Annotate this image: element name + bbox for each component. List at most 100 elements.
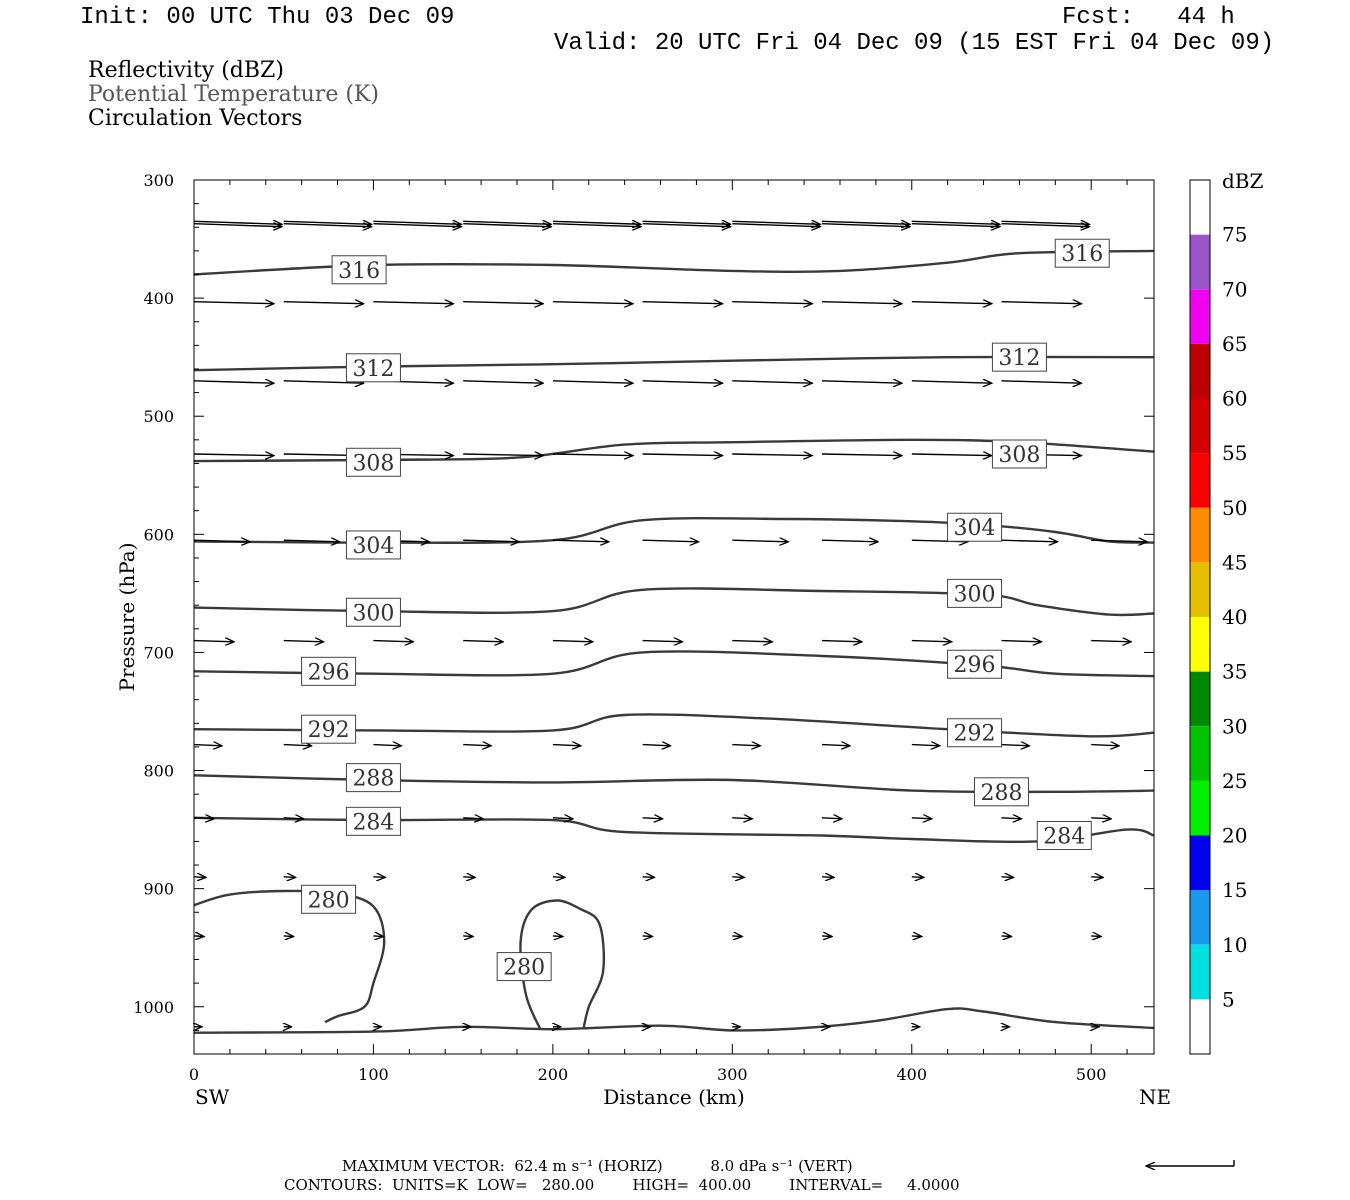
circulation-vector <box>283 745 312 746</box>
contour-label-box <box>345 763 401 793</box>
circulation-vector <box>463 745 491 746</box>
circulation-vector <box>732 454 812 456</box>
colorbar-level-label: 10 <box>1222 933 1247 957</box>
colorbar-level-label: 5 <box>1222 987 1235 1011</box>
contour-label-box <box>1054 238 1110 268</box>
colorbar-frame <box>1189 179 1211 1055</box>
y-tick-label: 900 <box>143 880 174 899</box>
circulation-vector <box>732 877 744 878</box>
circulation-vector <box>373 221 461 224</box>
circulation-vector <box>911 224 1000 227</box>
init-time: Init: 00 UTC Thu 03 Dec 09 <box>80 4 455 31</box>
circulation-vector <box>642 745 671 746</box>
circulation-vector <box>283 877 296 878</box>
contour-label: 300 <box>352 601 394 626</box>
colorbar-level-label: 15 <box>1222 878 1247 902</box>
contour-label-box <box>301 656 357 686</box>
colorbar-swatch <box>1190 780 1210 836</box>
contour-label: 312 <box>998 346 1040 371</box>
y-tick-label: 1000 <box>133 998 174 1017</box>
circulation-vector <box>642 221 731 224</box>
circulation-vector <box>552 745 581 746</box>
circulation-vector <box>283 381 364 383</box>
circulation-vector <box>373 936 383 937</box>
colorbar-swatch <box>1190 507 1210 563</box>
contour-label: 308 <box>998 443 1040 468</box>
colorbar-swatch <box>1190 562 1210 617</box>
circulation-vector <box>642 381 723 383</box>
contour-label-box <box>345 806 401 836</box>
contour-label-box <box>1036 821 1092 850</box>
circulation-vector <box>552 818 573 819</box>
colorbar-swatch <box>1190 343 1210 399</box>
field-potential-temperature: Potential Temperature (K) <box>88 82 379 107</box>
circulation-vector <box>821 818 842 819</box>
circulation-vector <box>1091 877 1103 878</box>
colorbar-swatch <box>1190 890 1210 945</box>
x-end-label-ne: NE <box>1139 1085 1171 1109</box>
circulation-vector <box>373 641 413 642</box>
circulation-vector <box>193 745 222 746</box>
contour-label-box <box>947 718 1003 748</box>
contour-line-284 <box>193 816 1155 844</box>
colorbar-level-label: 75 <box>1222 223 1247 247</box>
contour-label-box <box>345 353 401 383</box>
circulation-vector <box>642 877 655 878</box>
circulation-vector <box>283 641 324 642</box>
circulation-vector <box>642 454 723 456</box>
x-tick-label: 500 <box>1076 1065 1107 1084</box>
circulation-vector <box>732 224 820 227</box>
contour-label: 304 <box>954 516 996 541</box>
circulation-vector <box>1091 540 1147 542</box>
colorbar-swatch <box>1190 726 1210 781</box>
contour-label: 304 <box>352 534 394 559</box>
circulation-vector <box>911 221 1000 224</box>
circulation-vector <box>732 641 772 642</box>
colorbar: 5 10 15 20 25 30 35 40 45 50 55 60 65 70 75 <box>1189 179 1247 1055</box>
colorbar-level-label: 55 <box>1222 441 1247 465</box>
colorbar-level-label: 70 <box>1222 277 1247 301</box>
contour-label-box <box>991 439 1047 469</box>
circulation-vector <box>821 745 850 746</box>
circulation-vector <box>642 302 723 304</box>
contour-info-note: CONTOURS: UNITS=K LOW= 280.00 HIGH= 400.… <box>284 1176 960 1194</box>
contour-label-box <box>345 530 401 560</box>
x-tick-label: 300 <box>717 1065 748 1084</box>
contour-label: 316 <box>1061 242 1103 267</box>
circulation-vector <box>193 641 234 642</box>
colorbar-level-label: 35 <box>1222 660 1247 684</box>
circulation-vector <box>552 302 633 304</box>
y-tick-label: 800 <box>143 762 174 781</box>
forecast-hour: Fcst: 44 h <box>1062 4 1235 31</box>
circulation-vector <box>821 302 902 304</box>
contour-label: 288 <box>980 781 1022 806</box>
circulation-vector <box>193 877 206 878</box>
contour-label-box <box>991 342 1047 372</box>
contour-line-surface <box>193 1007 1155 1034</box>
contour-label-box <box>345 597 401 627</box>
contour-label: 296 <box>308 660 350 685</box>
y-tick-label: 300 <box>143 171 174 190</box>
circulation-vector <box>193 221 282 224</box>
circulation-vector <box>1001 381 1082 383</box>
circulation-vector <box>373 224 461 227</box>
circulation-vector <box>1001 540 1058 542</box>
field-circulation-vectors: Circulation Vectors <box>88 106 303 131</box>
circulation-vector <box>463 877 475 878</box>
colorbar-level-label: 45 <box>1222 550 1247 574</box>
circulation-vector <box>283 302 364 304</box>
circulation-vector <box>1001 221 1090 224</box>
contour-label-box <box>973 777 1029 807</box>
circulation-vector <box>552 877 565 878</box>
circulation-vector <box>1091 936 1101 937</box>
circulation-vector <box>911 936 922 937</box>
contour-line-300 <box>193 587 1155 617</box>
contour-label: 308 <box>352 451 394 476</box>
contour-label: 296 <box>954 653 996 678</box>
circulation-vector <box>732 936 742 937</box>
colorbar-swatch <box>1190 289 1210 344</box>
circulation-vector <box>821 641 862 642</box>
colorbar-swatch <box>1190 180 1210 235</box>
circulation-vector <box>1001 936 1012 937</box>
